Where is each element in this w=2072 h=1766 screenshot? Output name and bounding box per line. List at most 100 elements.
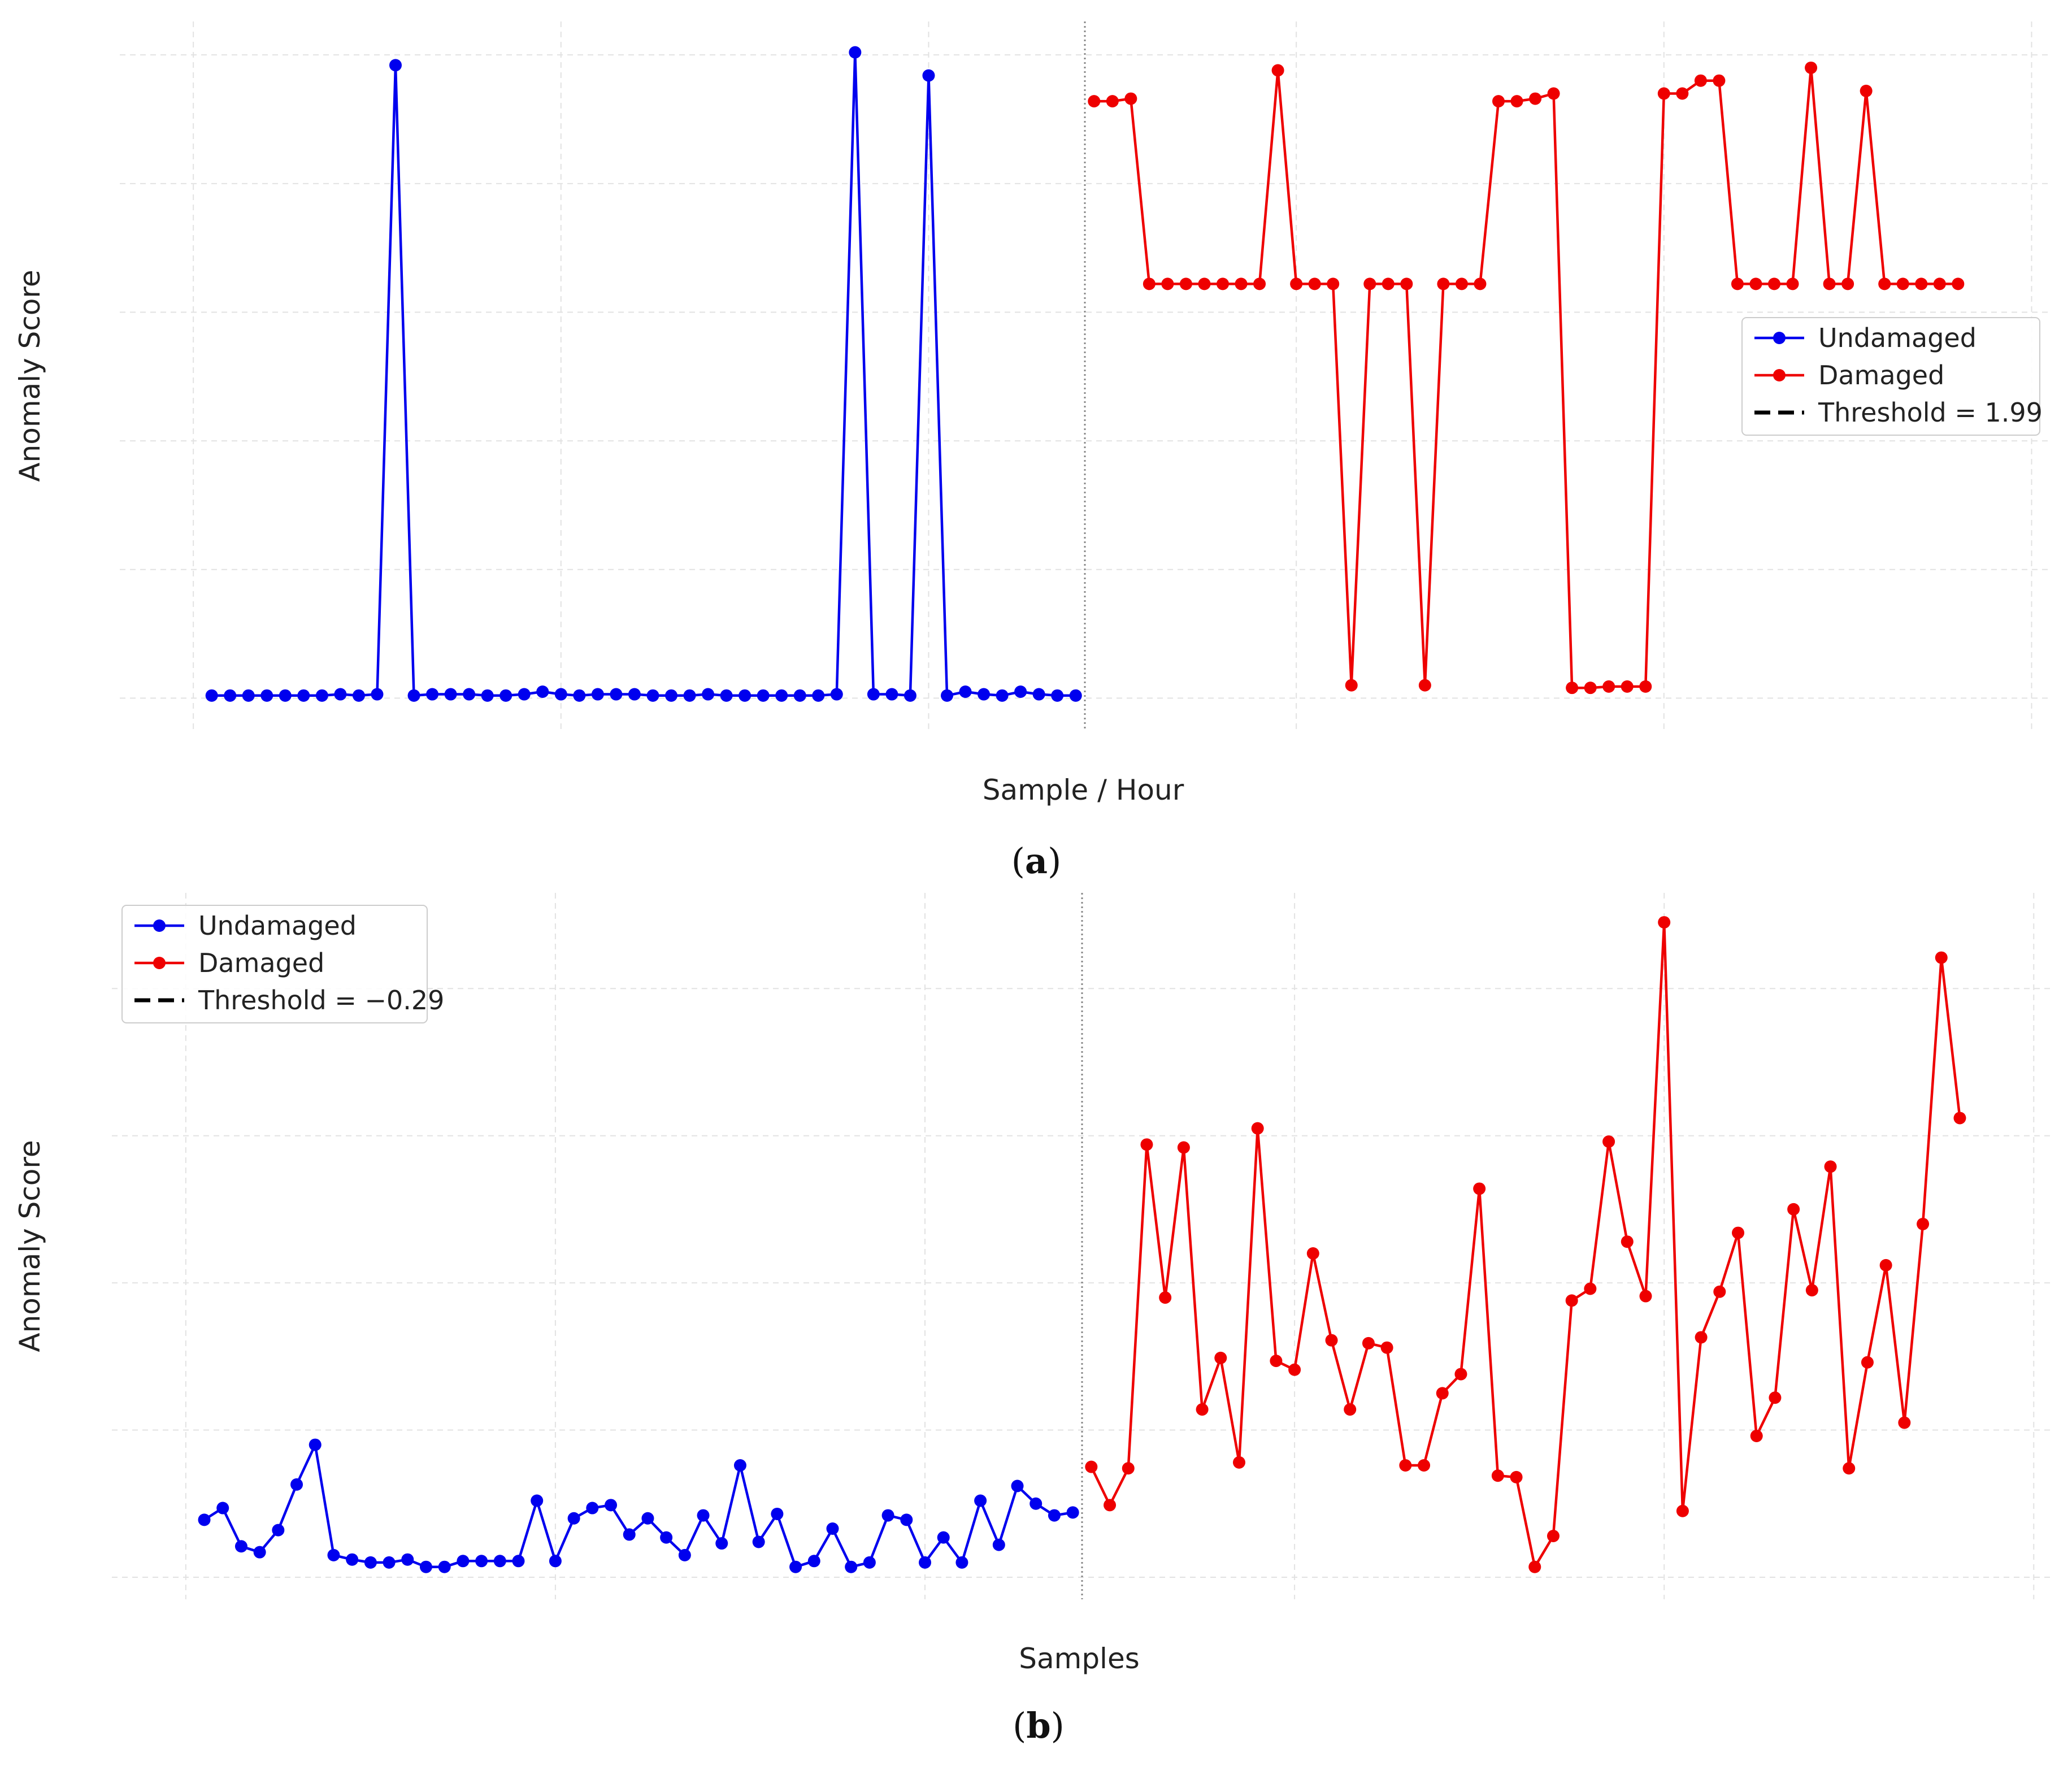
data-point-damaged bbox=[1122, 1462, 1135, 1475]
data-point-damaged bbox=[1143, 277, 1156, 290]
data-point-undamaged bbox=[383, 1556, 396, 1569]
data-point-undamaged bbox=[242, 689, 255, 702]
data-point-undamaged bbox=[198, 1513, 211, 1526]
data-point-damaged bbox=[1917, 1217, 1930, 1230]
data-point-undamaged bbox=[757, 689, 770, 702]
data-point-undamaged bbox=[536, 685, 549, 698]
data-point-undamaged bbox=[419, 1560, 432, 1573]
data-point-undamaged bbox=[444, 688, 457, 701]
data-point-undamaged bbox=[253, 1546, 266, 1559]
data-point-damaged bbox=[1235, 277, 1248, 290]
data-point-damaged bbox=[1896, 277, 1909, 290]
data-point-undamaged bbox=[974, 1494, 987, 1507]
data-point-undamaged bbox=[407, 689, 420, 702]
legend-label: Damaged bbox=[198, 948, 324, 978]
data-point-undamaged bbox=[1032, 688, 1045, 701]
legend-label: Threshold = 1.99 bbox=[1818, 397, 2043, 428]
data-point-undamaged bbox=[352, 689, 365, 702]
data-point-undamaged bbox=[1051, 689, 1064, 702]
data-point-damaged bbox=[1232, 1456, 1245, 1469]
data-point-undamaged bbox=[955, 1556, 968, 1569]
data-point-undamaged bbox=[733, 1459, 746, 1472]
data-point-undamaged bbox=[224, 689, 237, 702]
data-point-damaged bbox=[1566, 682, 1579, 695]
data-point-undamaged bbox=[205, 689, 218, 702]
data-point-damaged bbox=[1363, 277, 1376, 290]
data-point-undamaged bbox=[996, 689, 1009, 702]
y-axis-label-a: Anomaly Score bbox=[14, 270, 46, 481]
data-point-undamaged bbox=[885, 688, 898, 701]
data-point-damaged bbox=[1676, 87, 1689, 100]
data-point-damaged bbox=[1161, 277, 1174, 290]
data-point-damaged bbox=[1528, 1560, 1541, 1573]
data-point-undamaged bbox=[922, 69, 935, 82]
data-point-damaged bbox=[1327, 277, 1340, 290]
data-point-damaged bbox=[1584, 1282, 1597, 1295]
data-point-undamaged bbox=[216, 1502, 229, 1515]
data-point-damaged bbox=[1251, 1122, 1264, 1135]
data-point-undamaged bbox=[260, 689, 273, 702]
data-point-undamaged bbox=[512, 1555, 525, 1568]
data-point-undamaged bbox=[234, 1540, 247, 1553]
data-point-undamaged bbox=[903, 689, 916, 702]
data-point-undamaged bbox=[665, 689, 677, 702]
data-point-undamaged bbox=[463, 688, 476, 701]
data-point-undamaged bbox=[549, 1555, 562, 1568]
series-points-a bbox=[205, 46, 1965, 702]
data-point-undamaged bbox=[1069, 689, 1082, 702]
data-point-undamaged bbox=[1030, 1497, 1042, 1510]
data-point-undamaged bbox=[401, 1553, 414, 1566]
data-point-damaged bbox=[1639, 1290, 1652, 1303]
legend-box bbox=[121, 905, 428, 1023]
data-point-undamaged bbox=[978, 688, 991, 701]
data-point-damaged bbox=[1602, 680, 1615, 693]
data-point-undamaged bbox=[793, 689, 806, 702]
data-point-undamaged bbox=[309, 1438, 322, 1451]
data-point-damaged bbox=[1732, 1226, 1745, 1239]
data-point-undamaged bbox=[789, 1560, 802, 1573]
data-point-undamaged bbox=[573, 689, 586, 702]
data-point-damaged bbox=[1510, 1470, 1523, 1483]
data-point-damaged bbox=[1805, 1284, 1818, 1297]
data-point-damaged bbox=[1547, 87, 1560, 100]
data-point-damaged bbox=[1676, 1504, 1689, 1517]
data-point-undamaged bbox=[438, 1560, 451, 1573]
data-point-damaged bbox=[1602, 1135, 1615, 1148]
data-point-damaged bbox=[1878, 277, 1891, 290]
chart-panel-b: Samples Anomaly Score Undamaged Damaged Th… bbox=[14, 893, 2052, 1746]
data-point-undamaged bbox=[660, 1531, 673, 1544]
legend-label: Threshold = −0.29 bbox=[198, 985, 444, 1016]
data-point-undamaged bbox=[812, 689, 825, 702]
data-point-damaged bbox=[1253, 277, 1266, 290]
data-point-damaged bbox=[1694, 74, 1707, 87]
data-point-damaged bbox=[1529, 92, 1542, 105]
y-axis-label-b: Anomaly Score bbox=[14, 1140, 46, 1352]
data-point-damaged bbox=[1473, 1182, 1486, 1195]
data-point-damaged bbox=[1824, 1160, 1837, 1173]
data-point-damaged bbox=[1455, 277, 1468, 290]
legend-label: Undamaged bbox=[198, 910, 357, 941]
data-point-undamaged bbox=[641, 1512, 654, 1525]
data-point-undamaged bbox=[315, 689, 328, 702]
panel-caption-b: (b) bbox=[1013, 1705, 1065, 1746]
data-point-damaged bbox=[1860, 84, 1873, 97]
data-point-undamaged bbox=[849, 46, 862, 59]
data-point-undamaged bbox=[334, 688, 347, 701]
data-point-damaged bbox=[1750, 1429, 1763, 1442]
legend-marker bbox=[1773, 332, 1786, 344]
data-point-damaged bbox=[1492, 95, 1505, 108]
data-point-undamaged bbox=[992, 1538, 1005, 1551]
data-point-damaged bbox=[1713, 1285, 1726, 1298]
data-point-undamaged bbox=[554, 688, 567, 701]
data-point-damaged bbox=[1290, 277, 1303, 290]
data-point-damaged bbox=[1898, 1416, 1911, 1429]
data-point-damaged bbox=[1399, 1459, 1412, 1472]
data-point-undamaged bbox=[919, 1556, 932, 1569]
data-point-undamaged bbox=[646, 689, 659, 702]
data-point-undamaged bbox=[1066, 1506, 1079, 1519]
data-point-undamaged bbox=[702, 688, 715, 701]
legend-marker bbox=[153, 957, 166, 969]
data-point-undamaged bbox=[327, 1548, 340, 1561]
legend-label: Damaged bbox=[1818, 360, 1944, 390]
data-point-undamaged bbox=[863, 1556, 876, 1569]
